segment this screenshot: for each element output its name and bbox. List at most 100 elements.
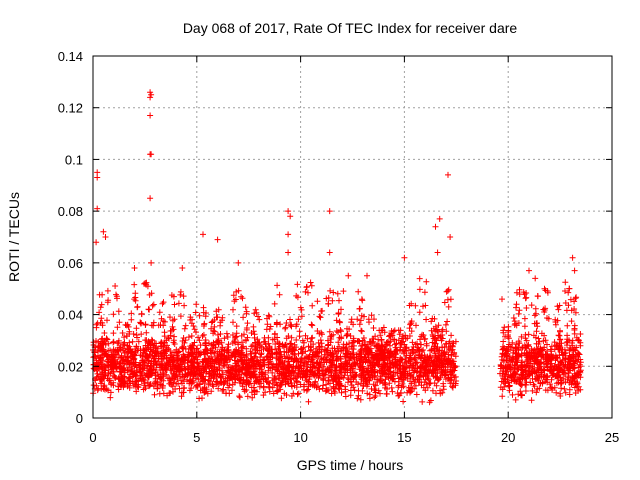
data-point — [445, 303, 452, 310]
data-point — [571, 298, 578, 305]
data-point — [519, 345, 526, 351]
data-point — [302, 370, 309, 377]
data-point — [205, 381, 212, 388]
data-point — [202, 340, 209, 347]
data-point — [105, 353, 111, 360]
data-point — [98, 301, 105, 308]
data-point — [160, 343, 167, 350]
data-point — [422, 302, 429, 309]
data-point — [97, 304, 104, 311]
data-point — [445, 286, 452, 293]
data-point — [548, 376, 555, 383]
data-point — [408, 300, 415, 307]
data-point — [358, 327, 365, 334]
data-point — [250, 363, 257, 370]
data-point — [133, 325, 140, 332]
data-point — [137, 352, 144, 359]
data-point — [286, 373, 293, 380]
data-point — [100, 340, 107, 347]
data-point — [396, 357, 403, 364]
data-point — [203, 370, 209, 377]
data-point — [370, 369, 377, 376]
data-point — [549, 372, 556, 379]
data-point — [165, 357, 172, 364]
data-point — [513, 349, 520, 356]
data-point — [395, 337, 402, 344]
data-point — [112, 347, 119, 353]
data-point — [98, 315, 105, 322]
data-point — [141, 347, 148, 354]
data-point — [125, 375, 132, 382]
data-point — [103, 386, 110, 393]
data-point — [544, 315, 550, 321]
data-point — [221, 352, 228, 359]
data-point — [386, 380, 393, 387]
data-point — [197, 342, 204, 349]
data-point — [200, 359, 207, 366]
data-point — [421, 289, 428, 296]
data-point — [210, 383, 217, 390]
data-point — [194, 360, 201, 367]
data-point — [176, 348, 183, 355]
data-point — [162, 364, 169, 371]
data-point — [532, 369, 539, 376]
data-point — [242, 304, 249, 311]
data-point — [217, 319, 224, 326]
data-point — [217, 379, 224, 386]
data-point — [243, 345, 250, 352]
data-point — [405, 384, 412, 391]
data-point — [540, 367, 547, 373]
data-point — [365, 357, 372, 364]
data-point — [572, 309, 579, 316]
data-point — [419, 363, 426, 370]
data-point — [558, 385, 565, 392]
data-point — [318, 308, 325, 315]
data-point — [435, 376, 442, 383]
data-point — [147, 195, 154, 202]
data-point — [158, 339, 165, 346]
data-point — [505, 327, 512, 334]
data-point — [249, 394, 256, 401]
data-point — [551, 339, 558, 346]
data-point — [383, 345, 389, 352]
data-point — [385, 366, 392, 373]
data-point — [124, 383, 131, 390]
data-point — [334, 290, 341, 297]
data-point — [505, 335, 512, 342]
data-point — [570, 346, 577, 353]
data-point — [294, 391, 301, 398]
data-point — [506, 353, 513, 360]
data-point — [299, 349, 306, 356]
data-point — [147, 89, 154, 96]
data-point — [230, 365, 237, 372]
data-point — [562, 279, 569, 286]
data-point — [229, 340, 236, 346]
data-point — [108, 380, 114, 387]
data-point — [114, 324, 121, 331]
data-point — [170, 388, 176, 395]
data-point — [191, 370, 198, 377]
data-point — [200, 331, 207, 338]
data-point — [265, 312, 272, 319]
data-point — [208, 375, 215, 382]
data-point — [266, 313, 273, 320]
data-point — [557, 336, 564, 343]
y-axis-label: ROTI / TECUs — [6, 192, 22, 282]
data-point — [390, 363, 397, 369]
data-point — [144, 283, 151, 290]
data-point — [409, 339, 416, 346]
data-point — [325, 377, 332, 384]
data-point — [424, 353, 431, 360]
data-point — [130, 356, 137, 362]
data-point — [350, 350, 357, 356]
data-point — [139, 357, 145, 364]
data-point — [396, 347, 403, 354]
data-point — [252, 306, 259, 313]
data-point — [221, 363, 228, 370]
data-point — [405, 358, 412, 365]
data-point — [145, 372, 152, 379]
data-point — [407, 372, 413, 379]
data-point — [149, 302, 156, 309]
data-point — [499, 393, 506, 400]
data-point — [154, 385, 161, 392]
